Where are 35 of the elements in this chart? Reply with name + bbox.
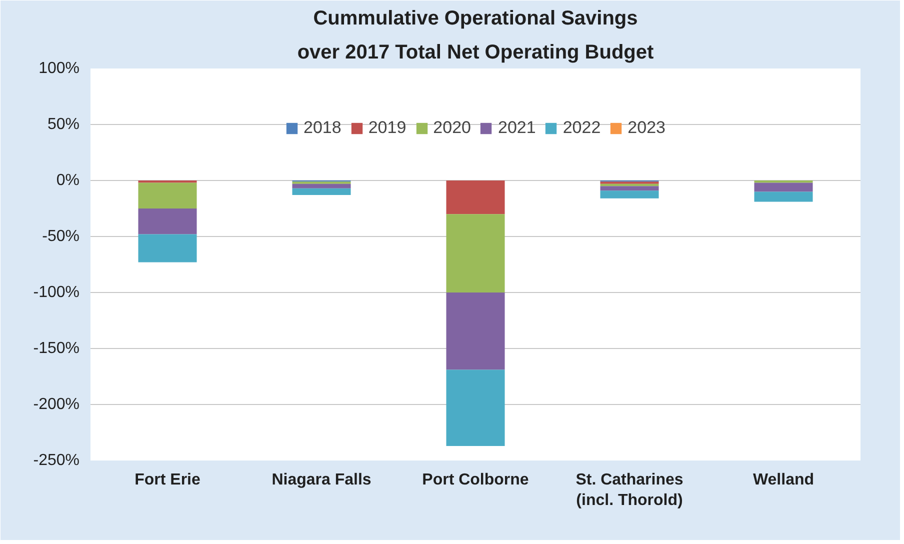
bar — [600, 186, 659, 191]
x-tick-label: Fort Erie — [134, 472, 200, 488]
bar — [138, 208, 197, 234]
y-tick-label: -50% — [42, 228, 80, 245]
legend-label: 2021 — [498, 118, 536, 138]
legend-label: 2018 — [304, 118, 342, 138]
bar — [446, 370, 505, 446]
bar — [754, 192, 813, 202]
chart-subtitle: over 2017 Total Net Operating Budget — [297, 42, 654, 64]
y-tick-label: 0% — [56, 172, 80, 189]
x-tick-label: Welland — [752, 472, 814, 488]
legend-label: 2022 — [562, 118, 601, 138]
legend-label: 2019 — [368, 118, 406, 138]
bar — [138, 234, 197, 262]
bar — [754, 182, 813, 192]
bar — [292, 188, 351, 196]
legend-label: 2023 — [628, 118, 666, 138]
chart-title: Cummulative Operational Savings — [313, 8, 638, 30]
legend-label: 2020 — [433, 118, 471, 138]
bar — [446, 180, 505, 214]
x-tick-label: Niagara Falls — [272, 472, 372, 488]
y-tick-label: -250% — [33, 452, 80, 469]
bar — [446, 292, 505, 370]
y-tick-label: -100% — [33, 284, 80, 301]
x-tick-label: St. Catharines (incl. Thorold) — [576, 472, 684, 509]
bar — [600, 184, 659, 186]
y-tick-label: 50% — [47, 116, 80, 133]
x-tick-label: Port Colborne — [422, 472, 529, 488]
y-tick-label: 100% — [38, 60, 80, 77]
bar — [138, 182, 197, 208]
bar — [600, 190, 659, 198]
y-tick-label: -150% — [33, 340, 80, 357]
y-tick-label: -200% — [33, 396, 80, 413]
bar — [292, 184, 351, 188]
bar — [446, 214, 505, 292]
